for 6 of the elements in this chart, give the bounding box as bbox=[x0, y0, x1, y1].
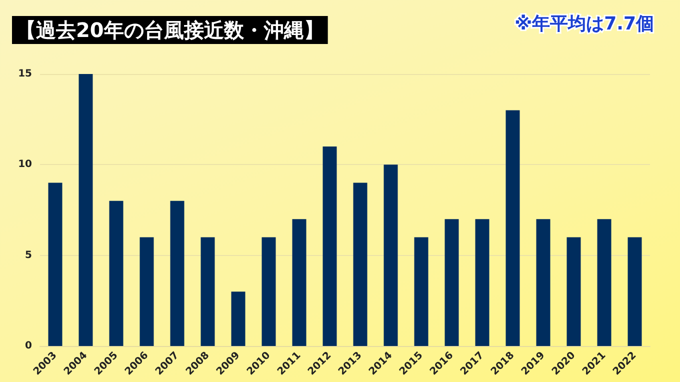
text: ※年平均は7.7個 bbox=[514, 14, 654, 34]
chart-title: 【過去20年の台風接近数・沖縄】 bbox=[16, 18, 324, 42]
y-tick-label: 0 bbox=[25, 340, 32, 352]
y-tick-label: 10 bbox=[18, 159, 32, 170]
y-tick-label: 5 bbox=[25, 250, 32, 261]
y-tick-label: 15 bbox=[18, 68, 32, 80]
